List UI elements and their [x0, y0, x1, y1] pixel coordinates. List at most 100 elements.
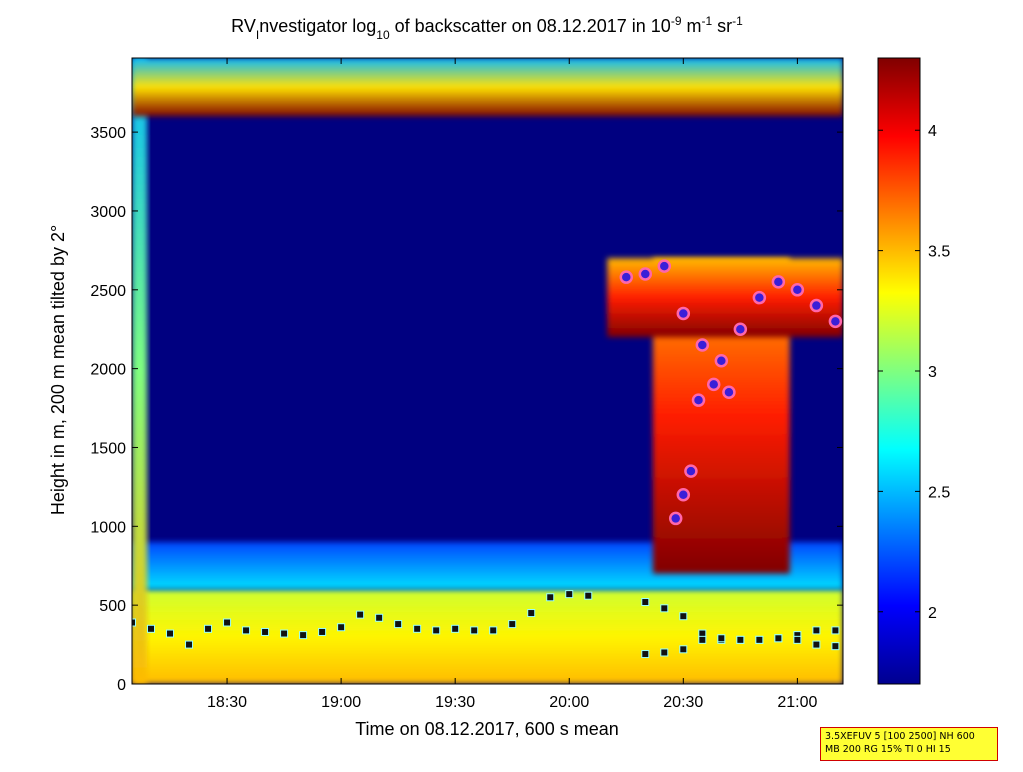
axes-frame — [131, 57, 844, 685]
colorbar-tick-label: 3 — [928, 364, 937, 381]
series-1-point — [451, 624, 460, 633]
chart-title-part: 10 — [376, 28, 390, 42]
series-1-point — [280, 629, 289, 638]
series-1-point — [318, 627, 327, 636]
series-1-point — [470, 626, 479, 635]
series-4-point — [638, 267, 653, 281]
chart-title-part: RV — [231, 16, 256, 36]
colorbar-scale — [877, 57, 921, 685]
series-1-point — [432, 626, 441, 635]
y-tick-label: 1000 — [90, 519, 126, 536]
x-tick-label: 19:30 — [435, 694, 475, 711]
colorbar-tick-label: 4 — [928, 123, 937, 140]
series-1-point — [132, 618, 136, 627]
x-tick-label: 20:30 — [663, 694, 703, 711]
series-3-point — [698, 635, 707, 644]
series-3-point — [660, 648, 669, 657]
series-4-point — [809, 298, 824, 313]
series-3-point — [812, 640, 821, 649]
series-2-point — [641, 598, 650, 607]
series-1-point — [261, 627, 270, 636]
series-4-point — [714, 354, 729, 368]
series-4-point — [771, 275, 786, 289]
series-1-point — [299, 631, 308, 640]
series-1 — [132, 590, 593, 649]
series-4-point — [790, 283, 805, 297]
series-1-point — [584, 591, 593, 600]
chart-title-part: nvestigator log — [259, 16, 376, 36]
chart-title-part: -1 — [702, 14, 713, 28]
series-4-point — [619, 270, 634, 284]
series-3-point — [641, 650, 650, 659]
colorbar-tick-label: 2.5 — [928, 484, 950, 501]
series-1-point — [413, 624, 422, 633]
processing-info-box: 3.5XEFUV 5 [100 2500] NH 600 MB 200 RG 1… — [820, 727, 998, 761]
x-tick-label: 18:30 — [207, 694, 247, 711]
series-3-point — [736, 635, 745, 644]
chart-title-part: -9 — [671, 14, 682, 28]
series-1-point — [394, 620, 403, 629]
chart-title: RVInvestigator log10 of backscatter on 0… — [231, 14, 743, 42]
series-1-point — [489, 626, 498, 635]
series-4-point — [828, 314, 843, 329]
series-1-point — [223, 618, 232, 627]
y-tick-label: 3500 — [90, 125, 126, 142]
chart-title-part: sr — [712, 16, 732, 36]
info-line-1: 3.5XEFUV 5 [100 2500] NH 600 — [825, 731, 975, 742]
chart-title-part: -1 — [732, 14, 743, 28]
series-1-point — [166, 629, 175, 638]
series-5-point — [691, 393, 706, 407]
series-4-point — [676, 306, 691, 321]
layer-markers — [132, 259, 843, 659]
y-tick-label: 2000 — [90, 362, 126, 379]
series-1-point — [242, 626, 251, 635]
series-3-point — [774, 634, 783, 643]
series-1-point — [527, 609, 536, 618]
series-2-point — [679, 612, 688, 621]
series-1-point — [356, 610, 365, 619]
series-5 — [668, 377, 736, 526]
y-tick-label: 1500 — [90, 440, 126, 457]
plot-frame — [131, 57, 844, 685]
x-tick-label: 20:00 — [549, 694, 589, 711]
chart-title-part: I — [256, 28, 259, 42]
series-2-point — [831, 626, 840, 635]
series-3-point — [831, 642, 840, 651]
info-line-2: MB 200 RG 15% TI 0 HI 15 — [825, 744, 951, 755]
x-tick-label: 21:00 — [777, 694, 817, 711]
y-axis: 0 500 1000 1500 2000 2500 3000 3500 — [90, 125, 843, 694]
colorbar-tick-label: 2 — [928, 605, 937, 622]
x-axis: 18:30 19:00 19:30 20:00 20:30 21:00 — [207, 58, 817, 711]
series-1-point — [204, 624, 213, 633]
colorbar: 2 2.5 3 3.5 4 — [877, 57, 950, 685]
series-5-point — [706, 377, 721, 392]
series-3-point — [717, 634, 726, 643]
region-left-edge-column — [132, 58, 148, 684]
y-tick-label: 3000 — [90, 204, 126, 221]
series-3-point — [793, 635, 802, 644]
series-1-point — [546, 593, 555, 602]
chart-title-part: m — [682, 16, 702, 36]
y-tick-label: 2500 — [90, 283, 126, 300]
colorbar-tick-label: 3.5 — [928, 244, 950, 261]
series-4-point — [752, 290, 767, 305]
y-axis-label: Height in m, 200 m mean tilted by 2° — [48, 225, 68, 515]
series-1-point — [185, 640, 194, 649]
series-1-point — [337, 623, 346, 632]
y-tick-label: 500 — [99, 598, 126, 615]
series-4 — [619, 259, 843, 368]
series-1-point — [508, 620, 517, 629]
series-5-point — [684, 464, 698, 478]
series-1-point — [375, 613, 384, 622]
x-tick-label: 19:00 — [321, 694, 361, 711]
series-1-point — [565, 590, 574, 599]
region-upper-cloud-bits — [132, 58, 843, 117]
x-axis-label: Time on 08.12.2017, 600 s mean — [355, 719, 619, 739]
series-4-point — [657, 259, 672, 273]
series-5-point — [722, 385, 736, 400]
series-4-point — [733, 322, 748, 336]
series-5-point — [668, 511, 683, 526]
series-5-point — [676, 488, 691, 502]
